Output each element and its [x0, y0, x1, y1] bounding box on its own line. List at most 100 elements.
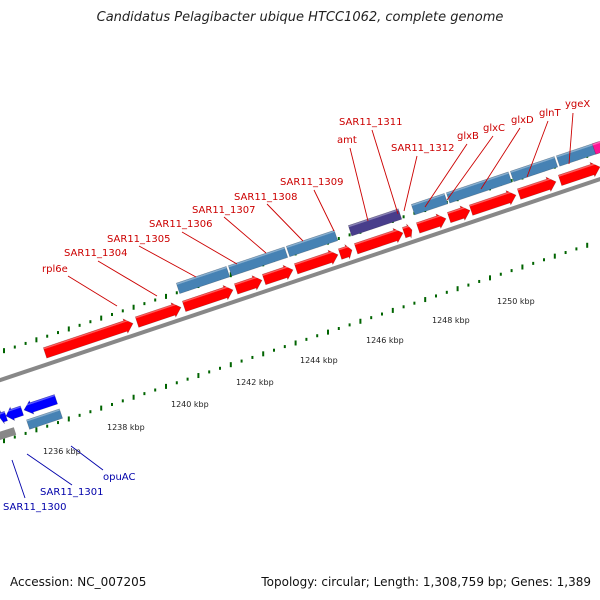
- gene-label-sar11-1311[interactable]: SAR11_1311: [339, 117, 403, 128]
- backbone-line-forward: [0, 177, 600, 383]
- tick-label: 1246 kbp: [366, 336, 404, 345]
- forward-gene: [261, 264, 294, 286]
- backbone-line-reverse: [0, 427, 17, 440]
- operon-block-shape: [555, 141, 600, 167]
- gene-label-sar11-1301[interactable]: SAR11_1301: [40, 487, 104, 498]
- operon-block: [285, 229, 339, 258]
- forward-gene: [468, 190, 517, 216]
- reverse-leader: [26, 453, 73, 486]
- gene-label-sar11-1312[interactable]: SAR11_1312: [391, 143, 455, 154]
- reverse-gene: [0, 410, 8, 425]
- forward-gene-shape: [415, 213, 447, 234]
- forward-gene-shine: [294, 249, 337, 266]
- forward-gene-shape: [134, 302, 182, 328]
- reverse-gene: [4, 405, 24, 422]
- forward-leader: [223, 216, 267, 254]
- gene-label-ygex[interactable]: ygeX: [565, 99, 590, 110]
- operon-block-shape: [509, 156, 559, 183]
- tick-label: 1248 kbp: [432, 316, 470, 325]
- reverse-gene-shine: [4, 406, 21, 413]
- gene-label-sar11-1305[interactable]: SAR11_1305: [107, 234, 171, 245]
- operon-block: [555, 141, 600, 167]
- gene-label-sar11-1308[interactable]: SAR11_1308: [234, 192, 298, 203]
- regulon-block-amt-shine: [348, 209, 399, 228]
- forward-gene-shine: [43, 318, 132, 350]
- forward-leader: [181, 231, 238, 265]
- forward-leader: [480, 127, 521, 190]
- forward-gene-shine: [447, 205, 469, 215]
- gene-label-opuac[interactable]: opuAC: [103, 472, 135, 483]
- reverse-gene-labels: opuAC SAR11_1301 SAR11_1300: [3, 472, 135, 513]
- forward-leader: [349, 147, 369, 222]
- forward-gene-shape: [261, 264, 294, 286]
- forward-leader: [266, 203, 304, 242]
- forward-gene-shine: [354, 228, 402, 246]
- regulon-block-amt-shape: [347, 208, 403, 237]
- tick-label: 1238 kbp: [107, 423, 145, 432]
- operon-block-reverse-shine: [26, 409, 60, 422]
- forward-gene-shine: [262, 264, 292, 277]
- operon-block-shine: [411, 193, 445, 207]
- forward-leader: [526, 120, 549, 178]
- gene-label-glxb[interactable]: glxB: [457, 131, 479, 142]
- forward-gene-shine: [416, 213, 445, 225]
- position-tick-labels: 1236 kbp 1238 kbp 1240 kbp 1242 kbp 1244…: [43, 297, 535, 456]
- map-title: Candidatus Pelagibacter ubique HTCC1062,…: [96, 10, 504, 25]
- gene-label-glxc[interactable]: glxC: [483, 123, 505, 134]
- operon-block: [509, 156, 559, 183]
- operon-block-reverse-shape: [26, 408, 63, 430]
- forward-gene-shape: [293, 249, 339, 275]
- forward-leader: [446, 135, 494, 201]
- forward-gene-shine: [558, 162, 599, 177]
- forward-gene-shine: [469, 190, 515, 207]
- gene-label-amt[interactable]: amt: [337, 135, 357, 146]
- operon-block-shine: [556, 142, 599, 158]
- forward-leader: [138, 245, 197, 278]
- operon-block-shape: [175, 266, 231, 294]
- forward-gene: [293, 249, 339, 275]
- forward-gene-shape: [401, 223, 413, 239]
- reverse-gene-shine: [22, 394, 55, 407]
- gene-label-sar11-1306[interactable]: SAR11_1306: [149, 219, 213, 230]
- forward-gene-shape: [42, 318, 134, 359]
- gene-label-glnt[interactable]: glnT: [539, 108, 561, 119]
- forward-leader: [97, 260, 158, 297]
- reverse-leader: [70, 445, 104, 471]
- tick-label: 1236 kbp: [43, 447, 81, 456]
- forward-gene: [446, 205, 471, 224]
- forward-gene: [134, 302, 182, 328]
- tick-label: 1242 kbp: [236, 378, 274, 387]
- forward-gene-shine: [402, 225, 411, 230]
- forward-gene-shape: [516, 176, 557, 200]
- forward-gene-shape: [468, 190, 517, 216]
- forward-gene-shape: [353, 227, 404, 255]
- gene-label-sar11-1300[interactable]: SAR11_1300: [3, 502, 67, 513]
- forward-gene: [337, 243, 353, 260]
- forward-gene-labels: rpl6e SAR11_1304 SAR11_1305 SAR11_1306 S…: [42, 99, 590, 275]
- operon-block-shine: [446, 172, 509, 195]
- forward-leader: [424, 143, 468, 208]
- gene-label-glxd[interactable]: glxD: [511, 115, 534, 126]
- operon-block-shape: [285, 229, 339, 258]
- forward-gene: [42, 318, 134, 359]
- forward-gene-shine: [234, 275, 261, 286]
- forward-gene-shine: [338, 245, 351, 251]
- tick-label: 1250 kbp: [497, 297, 535, 306]
- gene-label-rpl6e[interactable]: rpl6e: [42, 264, 68, 275]
- operon-block-shape: [410, 192, 449, 216]
- forward-leader: [371, 129, 399, 215]
- forward-leader: [403, 155, 418, 212]
- gene-label-sar11-1304[interactable]: SAR11_1304: [64, 248, 128, 259]
- forward-leader: [67, 275, 118, 307]
- topology-text: Topology: circular; Length: 1,308,759 bp…: [261, 575, 591, 589]
- feature-tracks: [0, 139, 600, 440]
- pink-feature-shine: [592, 140, 600, 146]
- forward-gene-shine: [517, 176, 555, 191]
- regulon-block-amt: [347, 208, 403, 237]
- gene-label-sar11-1307[interactable]: SAR11_1307: [192, 205, 256, 216]
- gene-label-sar11-1309[interactable]: SAR11_1309: [280, 177, 344, 188]
- operon-block: [175, 266, 231, 294]
- forward-gene: [233, 275, 263, 295]
- tick-label: 1244 kbp: [300, 356, 338, 365]
